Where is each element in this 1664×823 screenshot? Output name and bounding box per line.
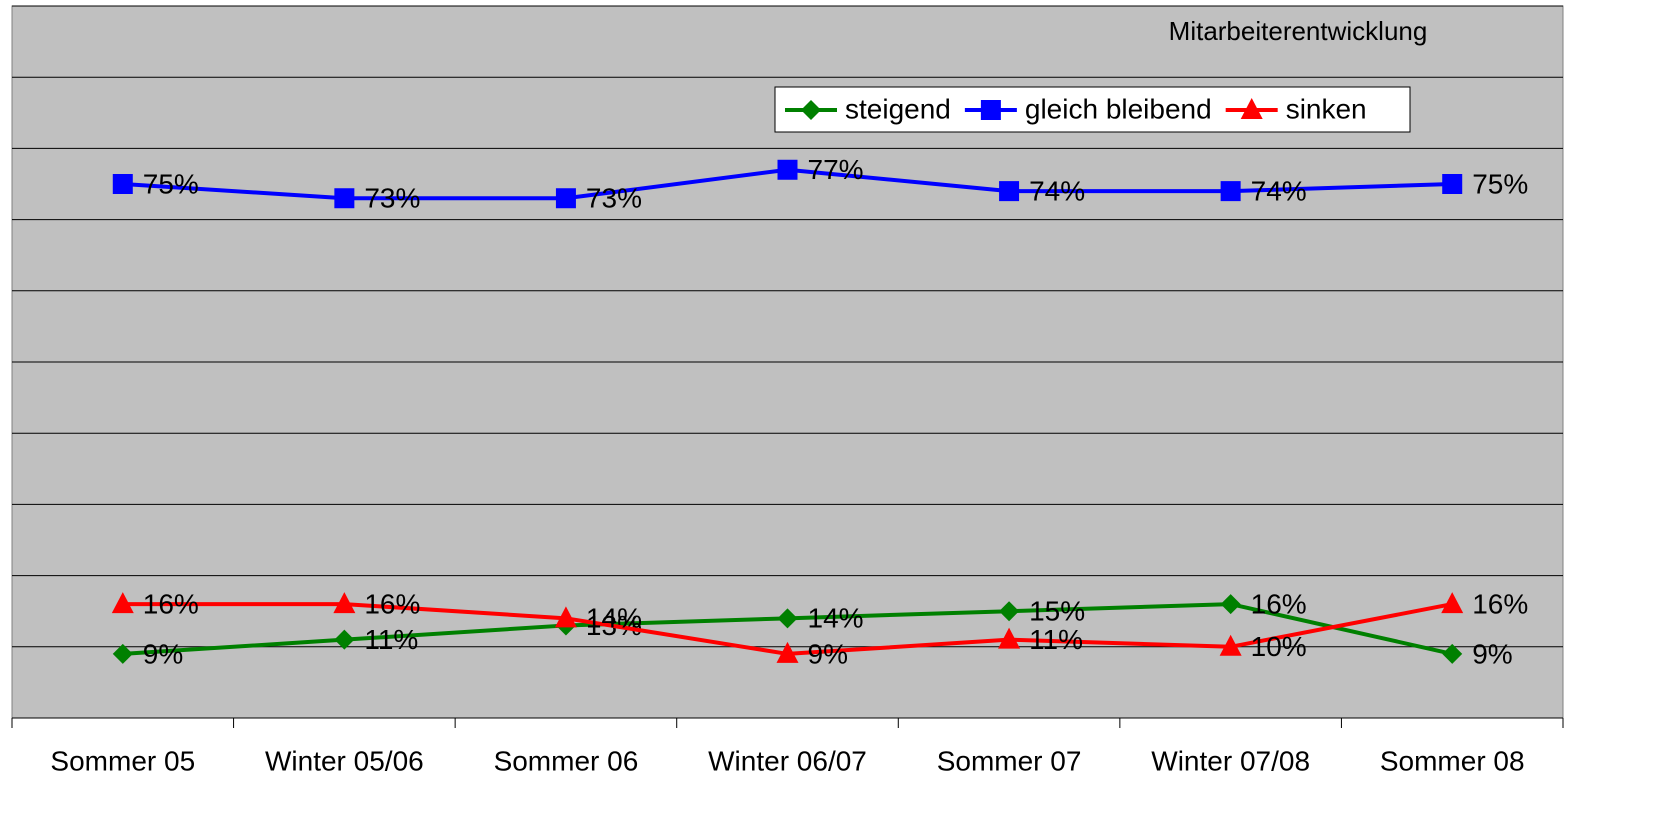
data-point <box>555 188 576 209</box>
data-point <box>1220 181 1241 202</box>
x-tick-label: Winter 06/07 <box>708 745 867 776</box>
legend-label: sinken <box>1286 93 1367 124</box>
x-tick-label: Sommer 06 <box>494 745 639 776</box>
data-point <box>777 608 798 629</box>
data-label: 16% <box>1472 588 1528 619</box>
x-tick-label: Winter 07/08 <box>1151 745 1310 776</box>
data-point <box>1442 174 1463 194</box>
x-tick-label: Sommer 07 <box>937 745 1082 776</box>
legend-marker <box>801 100 821 120</box>
data-point <box>1441 592 1464 614</box>
legend <box>774 86 1411 133</box>
data-label: 75% <box>1472 168 1528 199</box>
data-point <box>333 592 356 614</box>
data-point <box>112 643 133 664</box>
data-label: 10% <box>1251 631 1307 662</box>
data-label: 16% <box>364 588 420 619</box>
legend-marker <box>1240 98 1263 119</box>
data-label: 73% <box>364 183 420 214</box>
data-point <box>1220 594 1241 615</box>
data-label: 16% <box>143 588 199 619</box>
data-label: 74% <box>1251 176 1307 207</box>
chart-title: Mitarbeiterentwicklung <box>1169 16 1428 46</box>
data-point <box>999 181 1020 202</box>
x-tick-label: Sommer 08 <box>1380 745 1525 776</box>
data-label: 15% <box>1029 596 1085 627</box>
data-label: 11% <box>1029 624 1083 655</box>
data-label: 14% <box>586 603 642 634</box>
data-point <box>1442 643 1463 664</box>
data-point <box>112 174 133 194</box>
data-point <box>999 601 1020 622</box>
data-point <box>334 188 355 209</box>
data-label: 9% <box>808 638 848 669</box>
data-label: 14% <box>808 603 864 634</box>
data-label: 9% <box>143 638 183 669</box>
data-point <box>334 629 355 650</box>
data-point <box>111 592 134 614</box>
data-point <box>1219 634 1242 656</box>
x-tick-label: Winter 05/06 <box>265 745 424 776</box>
data-point <box>777 159 798 180</box>
data-label: 75% <box>143 168 199 199</box>
data-label: 9% <box>1472 638 1512 669</box>
legend-label: steigend <box>845 93 951 124</box>
data-label: 73% <box>586 183 642 214</box>
data-point <box>776 641 799 663</box>
data-label: 16% <box>1251 588 1307 619</box>
data-point <box>998 627 1021 649</box>
legend-marker <box>980 100 1001 120</box>
data-label: 11% <box>364 624 418 655</box>
data-label: 74% <box>1029 176 1085 207</box>
data-point <box>554 606 577 628</box>
legend-label: gleich bleibend <box>1025 93 1212 124</box>
x-tick-label: Sommer 05 <box>50 745 195 776</box>
data-label: 77% <box>808 154 864 185</box>
